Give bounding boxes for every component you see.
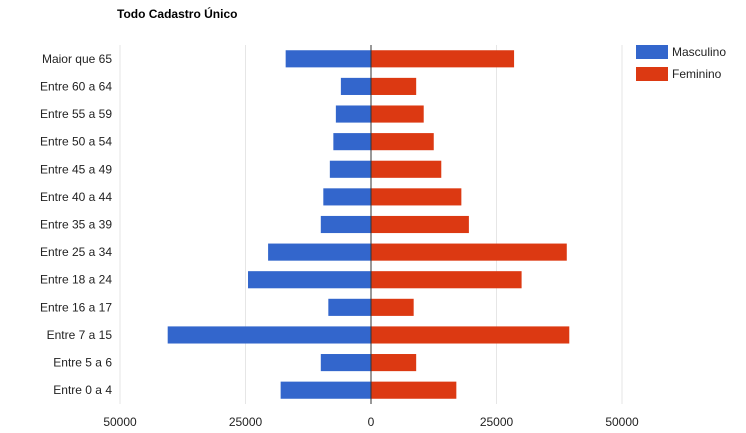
legend-swatch-feminino [636,67,668,81]
bar-masculino-11 [320,354,371,372]
x-tick-label: 50000 [605,415,639,429]
y-tick-label: Entre 5 a 6 [53,356,112,370]
bar-masculino-12 [280,381,371,399]
bar-feminino-8 [371,271,522,289]
bar-masculino-1 [340,77,371,95]
y-tick-label: Entre 45 a 49 [40,162,112,176]
bar-feminino-7 [371,243,567,261]
bar-masculino-10 [167,326,371,344]
legend-item-feminino: Feminino [636,66,726,82]
y-tick-label: Entre 7 a 15 [47,328,113,342]
x-tick-label: 0 [368,415,375,429]
bar-feminino-3 [371,133,434,151]
bar-masculino-4 [329,160,371,178]
legend: Masculino Feminino [636,44,726,88]
bar-feminino-0 [371,50,515,68]
x-tick-label: 25000 [480,415,514,429]
bar-feminino-1 [371,77,417,95]
y-tick-label: Entre 35 a 39 [40,218,112,232]
bar-feminino-5 [371,188,462,206]
x-axis-labels: 50000 25000 0 25000 50000 [103,415,639,429]
y-tick-label: Entre 25 a 34 [40,245,112,259]
y-tick-label: Entre 60 a 64 [40,79,112,93]
bar-feminino-10 [371,326,570,344]
bar-masculino-9 [328,298,371,316]
grid-lines [119,45,623,404]
bar-feminino-12 [371,381,457,399]
chart-title: Todo Cadastro Único [117,7,238,21]
bar-feminino-4 [371,160,442,178]
bar-masculino-3 [333,133,371,151]
bar-masculino-0 [285,50,371,68]
bar-masculino-7 [268,243,371,261]
y-tick-label: Entre 16 a 17 [40,300,112,314]
bar-feminino-9 [371,298,414,316]
x-tick-label: 25000 [229,415,263,429]
bar-masculino-5 [323,188,371,206]
bar-masculino-2 [335,105,371,123]
bars [167,50,570,399]
bar-feminino-6 [371,215,469,234]
legend-label-feminino: Feminino [672,67,722,81]
y-axis-labels: Maior que 65 Entre 60 a 64 Entre 55 a 59 En… [40,52,112,397]
bar-feminino-2 [371,105,424,123]
y-tick-label: Maior que 65 [42,52,112,66]
bar-feminino-11 [371,354,417,372]
y-tick-label: Entre 40 a 44 [40,190,112,204]
legend-item-masculino: Masculino [636,44,726,60]
y-tick-label: Entre 50 a 54 [40,135,112,149]
y-tick-label: Entre 0 a 4 [53,383,112,397]
y-tick-label: Entre 55 a 59 [40,107,112,121]
legend-swatch-masculino [636,45,668,59]
x-tick-label: 50000 [103,415,137,429]
bar-masculino-8 [248,271,371,289]
y-tick-label: Entre 18 a 24 [40,273,112,287]
bar-masculino-6 [320,215,371,234]
legend-label-masculino: Masculino [672,45,727,59]
